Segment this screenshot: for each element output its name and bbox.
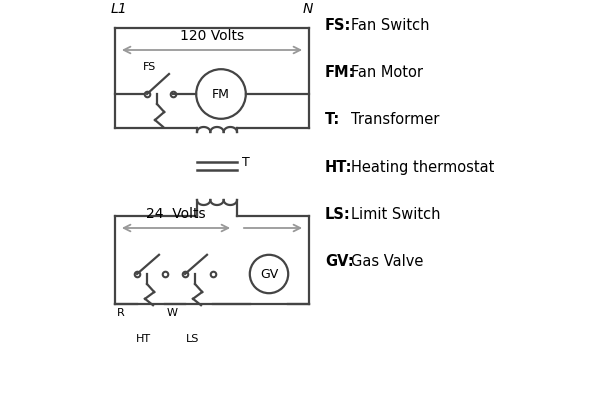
Text: W: W [167,308,178,318]
Text: Gas Valve: Gas Valve [351,254,424,269]
Text: LS: LS [185,334,199,344]
Text: LS:: LS: [325,207,350,222]
Text: 120 Volts: 120 Volts [180,29,244,43]
Text: R: R [117,308,124,318]
Text: FM:: FM: [325,65,356,80]
Text: Heating thermostat: Heating thermostat [351,160,494,174]
Text: GV: GV [260,268,278,280]
Text: HT: HT [136,334,150,344]
Text: Transformer: Transformer [351,112,440,128]
Text: Limit Switch: Limit Switch [351,207,441,222]
Text: FS: FS [143,62,156,72]
Text: FM: FM [212,88,230,100]
Text: Fan Motor: Fan Motor [351,65,423,80]
Text: T:: T: [325,112,340,128]
Text: FS:: FS: [325,18,352,33]
Text: GV:: GV: [325,254,354,269]
Text: N: N [303,2,313,16]
Text: L1: L1 [111,2,127,16]
Text: HT:: HT: [325,160,352,174]
Text: 24  Volts: 24 Volts [146,207,206,221]
Text: Fan Switch: Fan Switch [351,18,430,33]
Text: T: T [242,156,250,168]
